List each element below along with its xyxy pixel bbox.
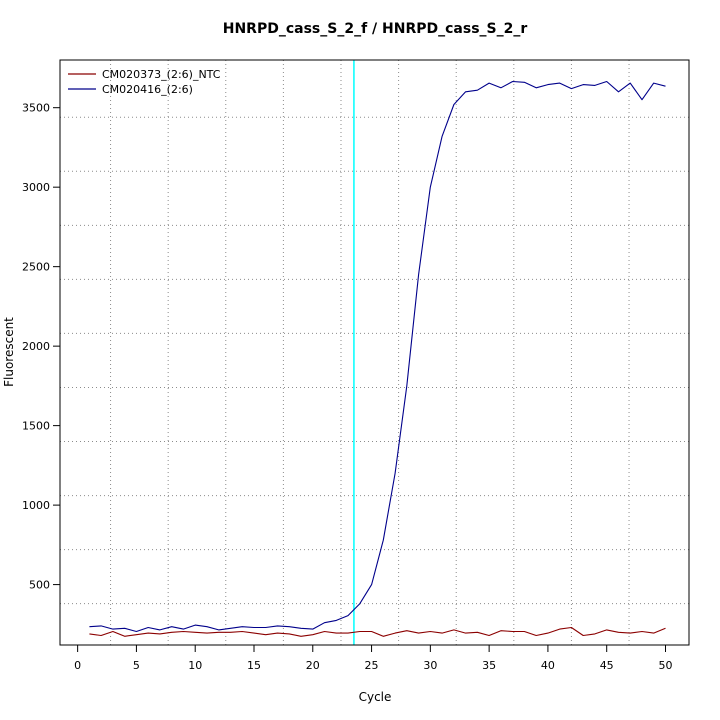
series-line-1 xyxy=(89,80,666,633)
x-axis-label: Cycle xyxy=(359,690,392,704)
x-tick-label-9: 45 xyxy=(600,659,614,672)
x-tick-label-3: 15 xyxy=(247,659,261,672)
y-tick-label-0: 500 xyxy=(29,579,50,592)
legend: CM020373_(2:6)_NTC CM020416_(2:6) xyxy=(68,68,221,96)
y-tick-label-6: 3500 xyxy=(22,102,50,115)
y-tick-label-4: 2500 xyxy=(22,261,50,274)
legend-label-1: CM020416_(2:6) xyxy=(102,83,193,96)
x-tick-label-2: 10 xyxy=(188,659,202,672)
plot-frame xyxy=(59,59,690,646)
legend-label-0: CM020373_(2:6)_NTC xyxy=(102,68,221,81)
y-tick-label-3: 2000 xyxy=(22,340,50,353)
y-axis-label: Fluorescent xyxy=(2,317,16,387)
grid xyxy=(60,60,689,645)
x-tick-label-0: 0 xyxy=(74,659,81,672)
series-lines xyxy=(89,80,666,637)
x-tick-label-8: 40 xyxy=(541,659,555,672)
y-tick-label-1: 1000 xyxy=(22,499,50,512)
x-tick-label-6: 30 xyxy=(423,659,437,672)
chart-title: HNRPD_cass_S_2_f / HNRPD_cass_S_2_r xyxy=(223,21,528,37)
x-tick-label-4: 20 xyxy=(306,659,320,672)
y-tick-label-2: 1500 xyxy=(22,420,50,433)
series-line-0 xyxy=(89,626,666,637)
y-axis: 500 1000 1500 2000 2500 3000 3500 xyxy=(22,102,61,592)
x-axis: 0 5 10 15 20 25 30 35 40 45 50 xyxy=(74,644,672,672)
x-tick-label-10: 50 xyxy=(658,659,672,672)
x-tick-label-1: 5 xyxy=(133,659,140,672)
y-tick-label-5: 3000 xyxy=(22,181,50,194)
x-tick-label-7: 35 xyxy=(482,659,496,672)
x-tick-label-5: 25 xyxy=(365,659,379,672)
